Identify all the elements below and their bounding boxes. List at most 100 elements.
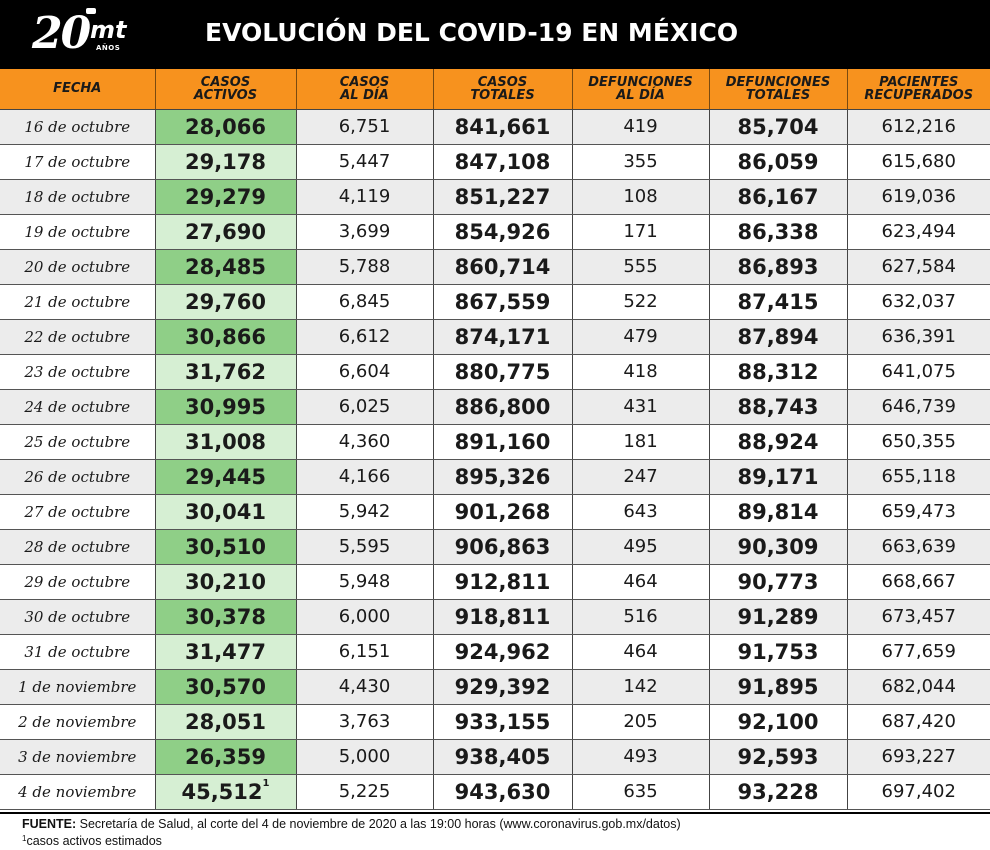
total-deaths-cell: 88,924: [708, 424, 847, 460]
total-cases-cell-value: 943,630: [454, 779, 551, 804]
active-cases-cell: 30,378: [154, 599, 296, 635]
recovered-cell: 697,402: [846, 774, 990, 810]
daily-cases-cell: 4,166: [295, 459, 433, 495]
recovered-cell: 659,473: [846, 494, 990, 530]
date-cell-value: 21 de octubre: [24, 292, 131, 311]
recovered-cell: 677,659: [846, 634, 990, 670]
total-cases-cell-value: 924,962: [454, 639, 551, 664]
active-cases-cell: 28,051: [154, 704, 296, 740]
table-row: 4 de noviembre 45,5121 5,225 943,630 635 93,2…: [0, 774, 990, 810]
daily-deaths-cell: 493: [571, 739, 709, 775]
active-cases-cell-value: 27,690: [184, 219, 267, 244]
total-deaths-cell: 92,100: [708, 704, 847, 740]
total-deaths-cell-value: 90,309: [737, 534, 819, 559]
daily-cases-cell-value: 6,000: [338, 606, 391, 627]
daily-cases-cell: 6,151: [295, 634, 433, 670]
table-header-row: FECHA CASOS ACTIVOS CASOS AL DÍA CASOS TOTA…: [0, 69, 990, 110]
date-cell-value: 3 de noviembre: [18, 747, 137, 766]
total-cases-cell: 918,811: [432, 599, 572, 635]
active-cases-cell-value: 29,178: [184, 149, 267, 174]
daily-cases-cell: 5,948: [295, 564, 433, 600]
total-cases-cell: 891,160: [432, 424, 572, 460]
total-deaths-cell: 90,773: [708, 564, 847, 600]
daily-deaths-cell: 142: [571, 669, 709, 705]
recovered-cell-value: 612,216: [881, 116, 956, 137]
daily-cases-cell: 6,845: [295, 284, 433, 320]
date-cell-value: 24 de octubre: [24, 397, 131, 416]
recovered-cell-value: 677,659: [881, 641, 956, 662]
total-deaths-cell: 93,228: [708, 774, 847, 810]
daily-deaths-cell-value: 522: [623, 291, 658, 312]
daily-cases-cell-value: 5,447: [338, 151, 391, 172]
logo-small-text: AÑOS: [96, 44, 121, 52]
total-deaths-cell-value: 86,338: [737, 219, 819, 244]
stopwatch-knob-icon: [86, 8, 96, 14]
total-deaths-cell: 87,894: [708, 319, 847, 355]
total-cases-cell: 924,962: [432, 634, 572, 670]
active-cases-cell-value: 30,378: [184, 604, 267, 629]
date-cell: 20 de octubre: [0, 249, 155, 285]
daily-deaths-cell-value: 171: [623, 221, 658, 242]
daily-cases-cell-value: 4,430: [338, 676, 391, 697]
total-cases-cell-value: 929,392: [454, 674, 551, 699]
daily-deaths-cell: 418: [571, 354, 709, 390]
recovered-cell-value: 687,420: [881, 711, 956, 732]
total-deaths-cell: 89,814: [708, 494, 847, 530]
table-row: 17 de octubre 29,178 5,447 847,108 355 86,059…: [0, 144, 990, 180]
logo-number: 20: [32, 8, 91, 59]
daily-cases-cell-value: 5,948: [338, 571, 391, 592]
footnote: 1casos activos estimados: [22, 834, 162, 848]
total-cases-cell: 906,863: [432, 529, 572, 565]
daily-cases-cell: 6,612: [295, 319, 433, 355]
col-defunciones-al-dia-header: DEFUNCIONES AL DÍA: [571, 69, 709, 110]
total-deaths-cell: 91,895: [708, 669, 847, 705]
date-cell-value: 1 de noviembre: [18, 677, 137, 696]
date-cell-value: 23 de octubre: [24, 362, 131, 381]
total-cases-cell-value: 891,160: [454, 429, 551, 454]
total-deaths-cell: 90,309: [708, 529, 847, 565]
page-title: EVOLUCIÓN DEL COVID-19 EN MÉXICO: [205, 18, 739, 47]
active-cases-cell-value: 30,210: [184, 569, 267, 594]
active-cases-cell: 26,359: [154, 739, 296, 775]
active-cases-cell: 30,210: [154, 564, 296, 600]
total-cases-cell: 938,405: [432, 739, 572, 775]
total-cases-cell-value: 918,811: [454, 604, 551, 629]
date-cell-value: 16 de octubre: [24, 117, 131, 136]
daily-deaths-cell-value: 142: [623, 676, 658, 697]
total-cases-cell: 851,227: [432, 179, 572, 215]
active-cases-cell-value: 31,008: [184, 429, 267, 454]
source-line: FUENTE: Secretaría de Salud, al corte de…: [22, 817, 681, 831]
daily-cases-cell-value: 3,763: [338, 711, 391, 732]
recovered-cell-value: 693,227: [881, 746, 956, 767]
recovered-cell-value: 650,355: [881, 431, 956, 452]
total-deaths-cell: 85,704: [708, 109, 847, 145]
daily-cases-cell-value: 5,788: [338, 256, 391, 277]
active-cases-cell-value: 29,760: [184, 289, 267, 314]
recovered-cell-value: 641,075: [881, 361, 956, 382]
total-cases-cell-value: 860,714: [454, 254, 551, 279]
col-casos-activos-header: CASOS ACTIVOS: [154, 69, 296, 110]
daily-deaths-cell: 555: [571, 249, 709, 285]
date-cell: 21 de octubre: [0, 284, 155, 320]
estimated-marker: 1: [262, 777, 270, 789]
daily-cases-cell: 6,604: [295, 354, 433, 390]
header-bar: 20 mt AÑOS EVOLUCIÓN DEL COVID-19 EN MÉX…: [0, 0, 990, 69]
recovered-cell: 627,584: [846, 249, 990, 285]
table-row: 16 de octubre 28,066 6,751 841,661 419 85,704…: [0, 109, 990, 145]
date-cell: 17 de octubre: [0, 144, 155, 180]
recovered-cell: 641,075: [846, 354, 990, 390]
date-cell: 19 de octubre: [0, 214, 155, 250]
date-cell: 30 de octubre: [0, 599, 155, 635]
daily-cases-cell-value: 4,360: [338, 431, 391, 452]
total-cases-cell: 943,630: [432, 774, 572, 810]
col-defunciones-totales-header: DEFUNCIONES TOTALES: [708, 69, 847, 110]
active-cases-cell-value: 29,279: [184, 184, 267, 209]
recovered-cell: 655,118: [846, 459, 990, 495]
date-cell-value: 25 de octubre: [24, 432, 131, 451]
daily-deaths-cell-value: 479: [623, 326, 658, 347]
recovered-cell-value: 627,584: [881, 256, 956, 277]
date-cell-value: 18 de octubre: [24, 187, 131, 206]
active-cases-cell-value: 30,510: [184, 534, 267, 559]
total-cases-cell-value: 851,227: [454, 184, 551, 209]
total-cases-cell-value: 841,661: [454, 114, 551, 139]
